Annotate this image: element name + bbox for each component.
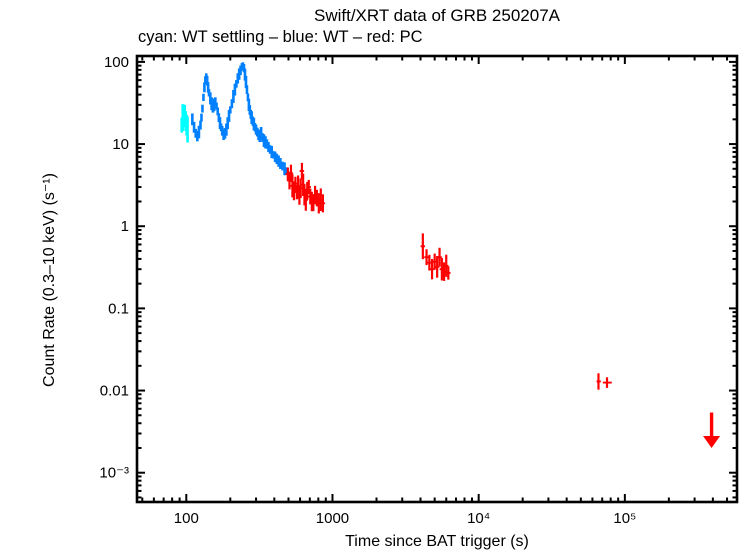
upper-limit-arrow	[703, 412, 721, 448]
axis-ticks	[137, 56, 737, 502]
svg-text:100: 100	[174, 510, 199, 527]
svg-text:10: 10	[112, 136, 129, 153]
series-wt-settling	[180, 104, 189, 143]
svg-text:1: 1	[121, 218, 129, 235]
series-wt	[191, 62, 288, 176]
svg-text:10⁴: 10⁴	[467, 510, 490, 527]
x-axis-label: Time since BAT trigger (s)	[345, 533, 529, 550]
data-points	[180, 62, 612, 390]
svg-text:100: 100	[104, 54, 129, 71]
plot-frame	[135, 54, 739, 504]
svg-text:0.1: 0.1	[108, 300, 129, 317]
series-pc	[285, 162, 612, 390]
svg-text:1000: 1000	[316, 510, 349, 527]
chart-subtitle-legend: cyan: WT settling – blue: WT – red: PC	[138, 28, 423, 46]
svg-text:10⁵: 10⁵	[613, 510, 636, 527]
axis-tick-labels: 100 1000 10⁴ 10⁵ 100 10 1 0.1 0.01 10⁻³	[99, 54, 636, 527]
chart-title: Swift/XRT data of GRB 250207A	[313, 6, 560, 25]
svg-text:0.01: 0.01	[100, 383, 129, 400]
svg-text:10⁻³: 10⁻³	[99, 465, 129, 482]
